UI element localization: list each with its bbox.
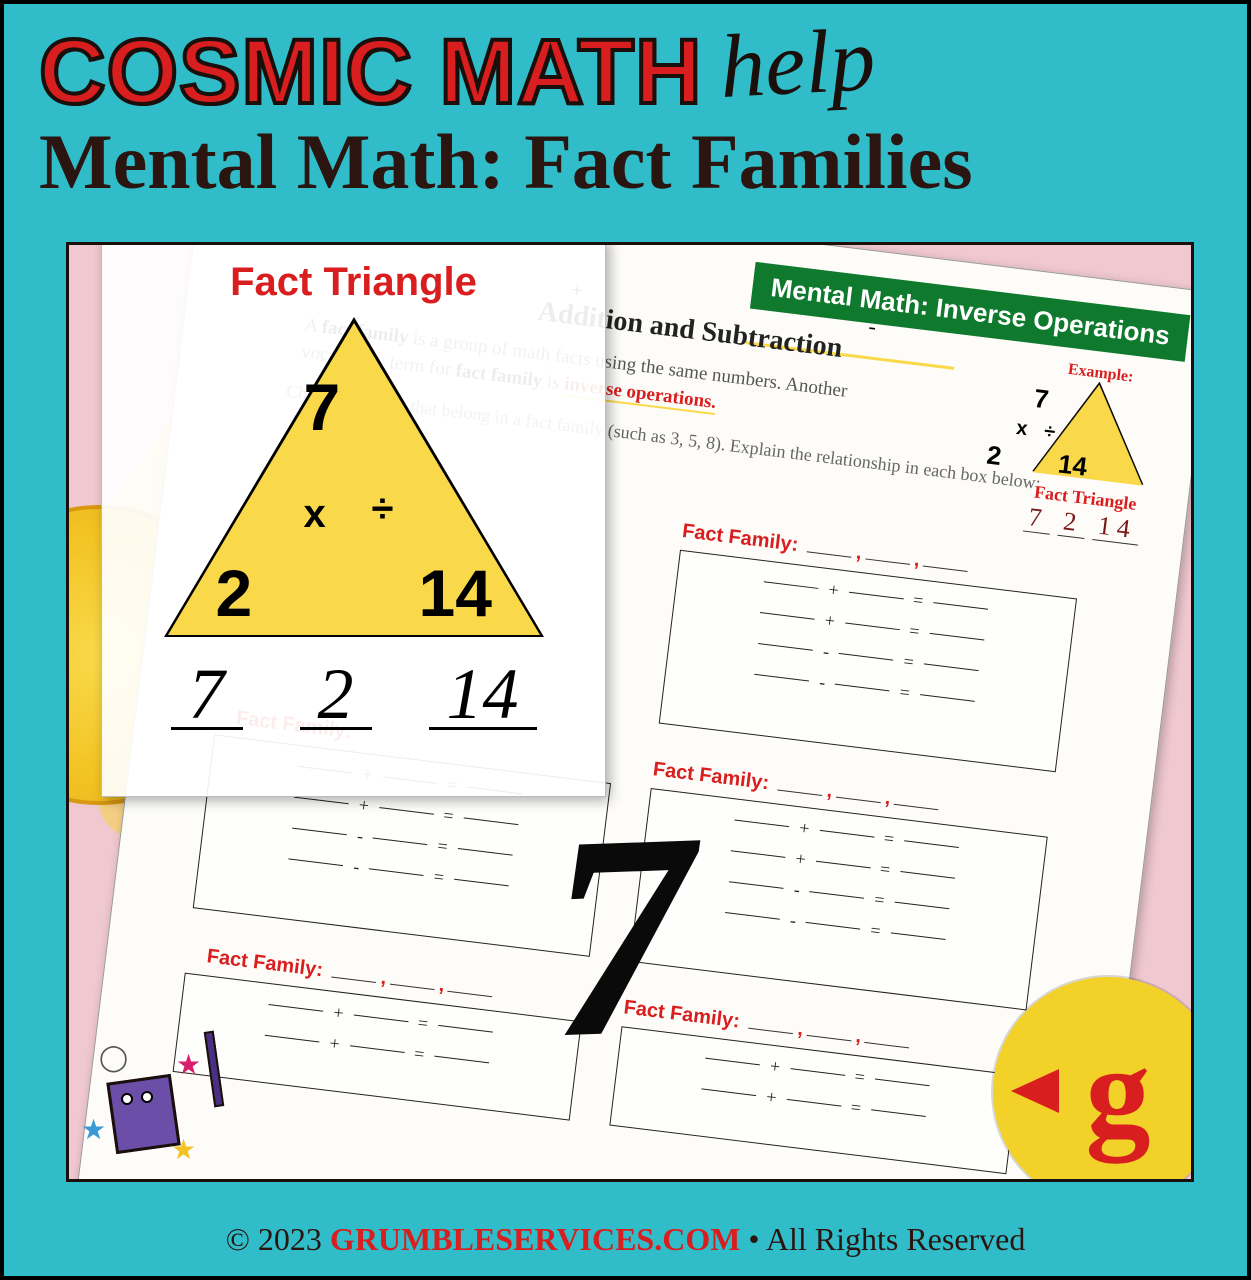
handwritten-numbers: 7 2 14 bbox=[142, 662, 565, 730]
ff-box-4: += += bbox=[173, 973, 582, 1121]
ff-box-1: += += -= -= bbox=[659, 550, 1077, 772]
example-triangle-box: Example: 7 2 14 x ÷ Fact Triangle 7214 bbox=[1019, 357, 1163, 546]
fact-triangle-title: Fact Triangle bbox=[102, 260, 605, 305]
fact-triangle: 7 2 14 x ÷ bbox=[164, 317, 544, 637]
header: COSMIC MATH help Mental Math: Fact Famil… bbox=[4, 4, 1247, 215]
main-area: Mental Math: Inverse Operations + - Addi… bbox=[66, 242, 1194, 1182]
title-help: help bbox=[718, 8, 878, 119]
book-mascot: ★ ★ ★ ◯ bbox=[81, 1033, 211, 1173]
subtitle: Mental Math: Fact Families bbox=[39, 117, 1212, 207]
big-seven-overlay: 7 bbox=[545, 818, 698, 1055]
title-main: COSMIC MATH bbox=[39, 29, 702, 116]
footer: © 2023 GRUMBLESERVICES.COM • All Rights … bbox=[4, 1221, 1247, 1258]
fact-triangle-card: Fact Triangle 7 2 14 x ÷ 7 2 14 bbox=[101, 242, 606, 797]
minus-symbol: - bbox=[867, 313, 877, 340]
